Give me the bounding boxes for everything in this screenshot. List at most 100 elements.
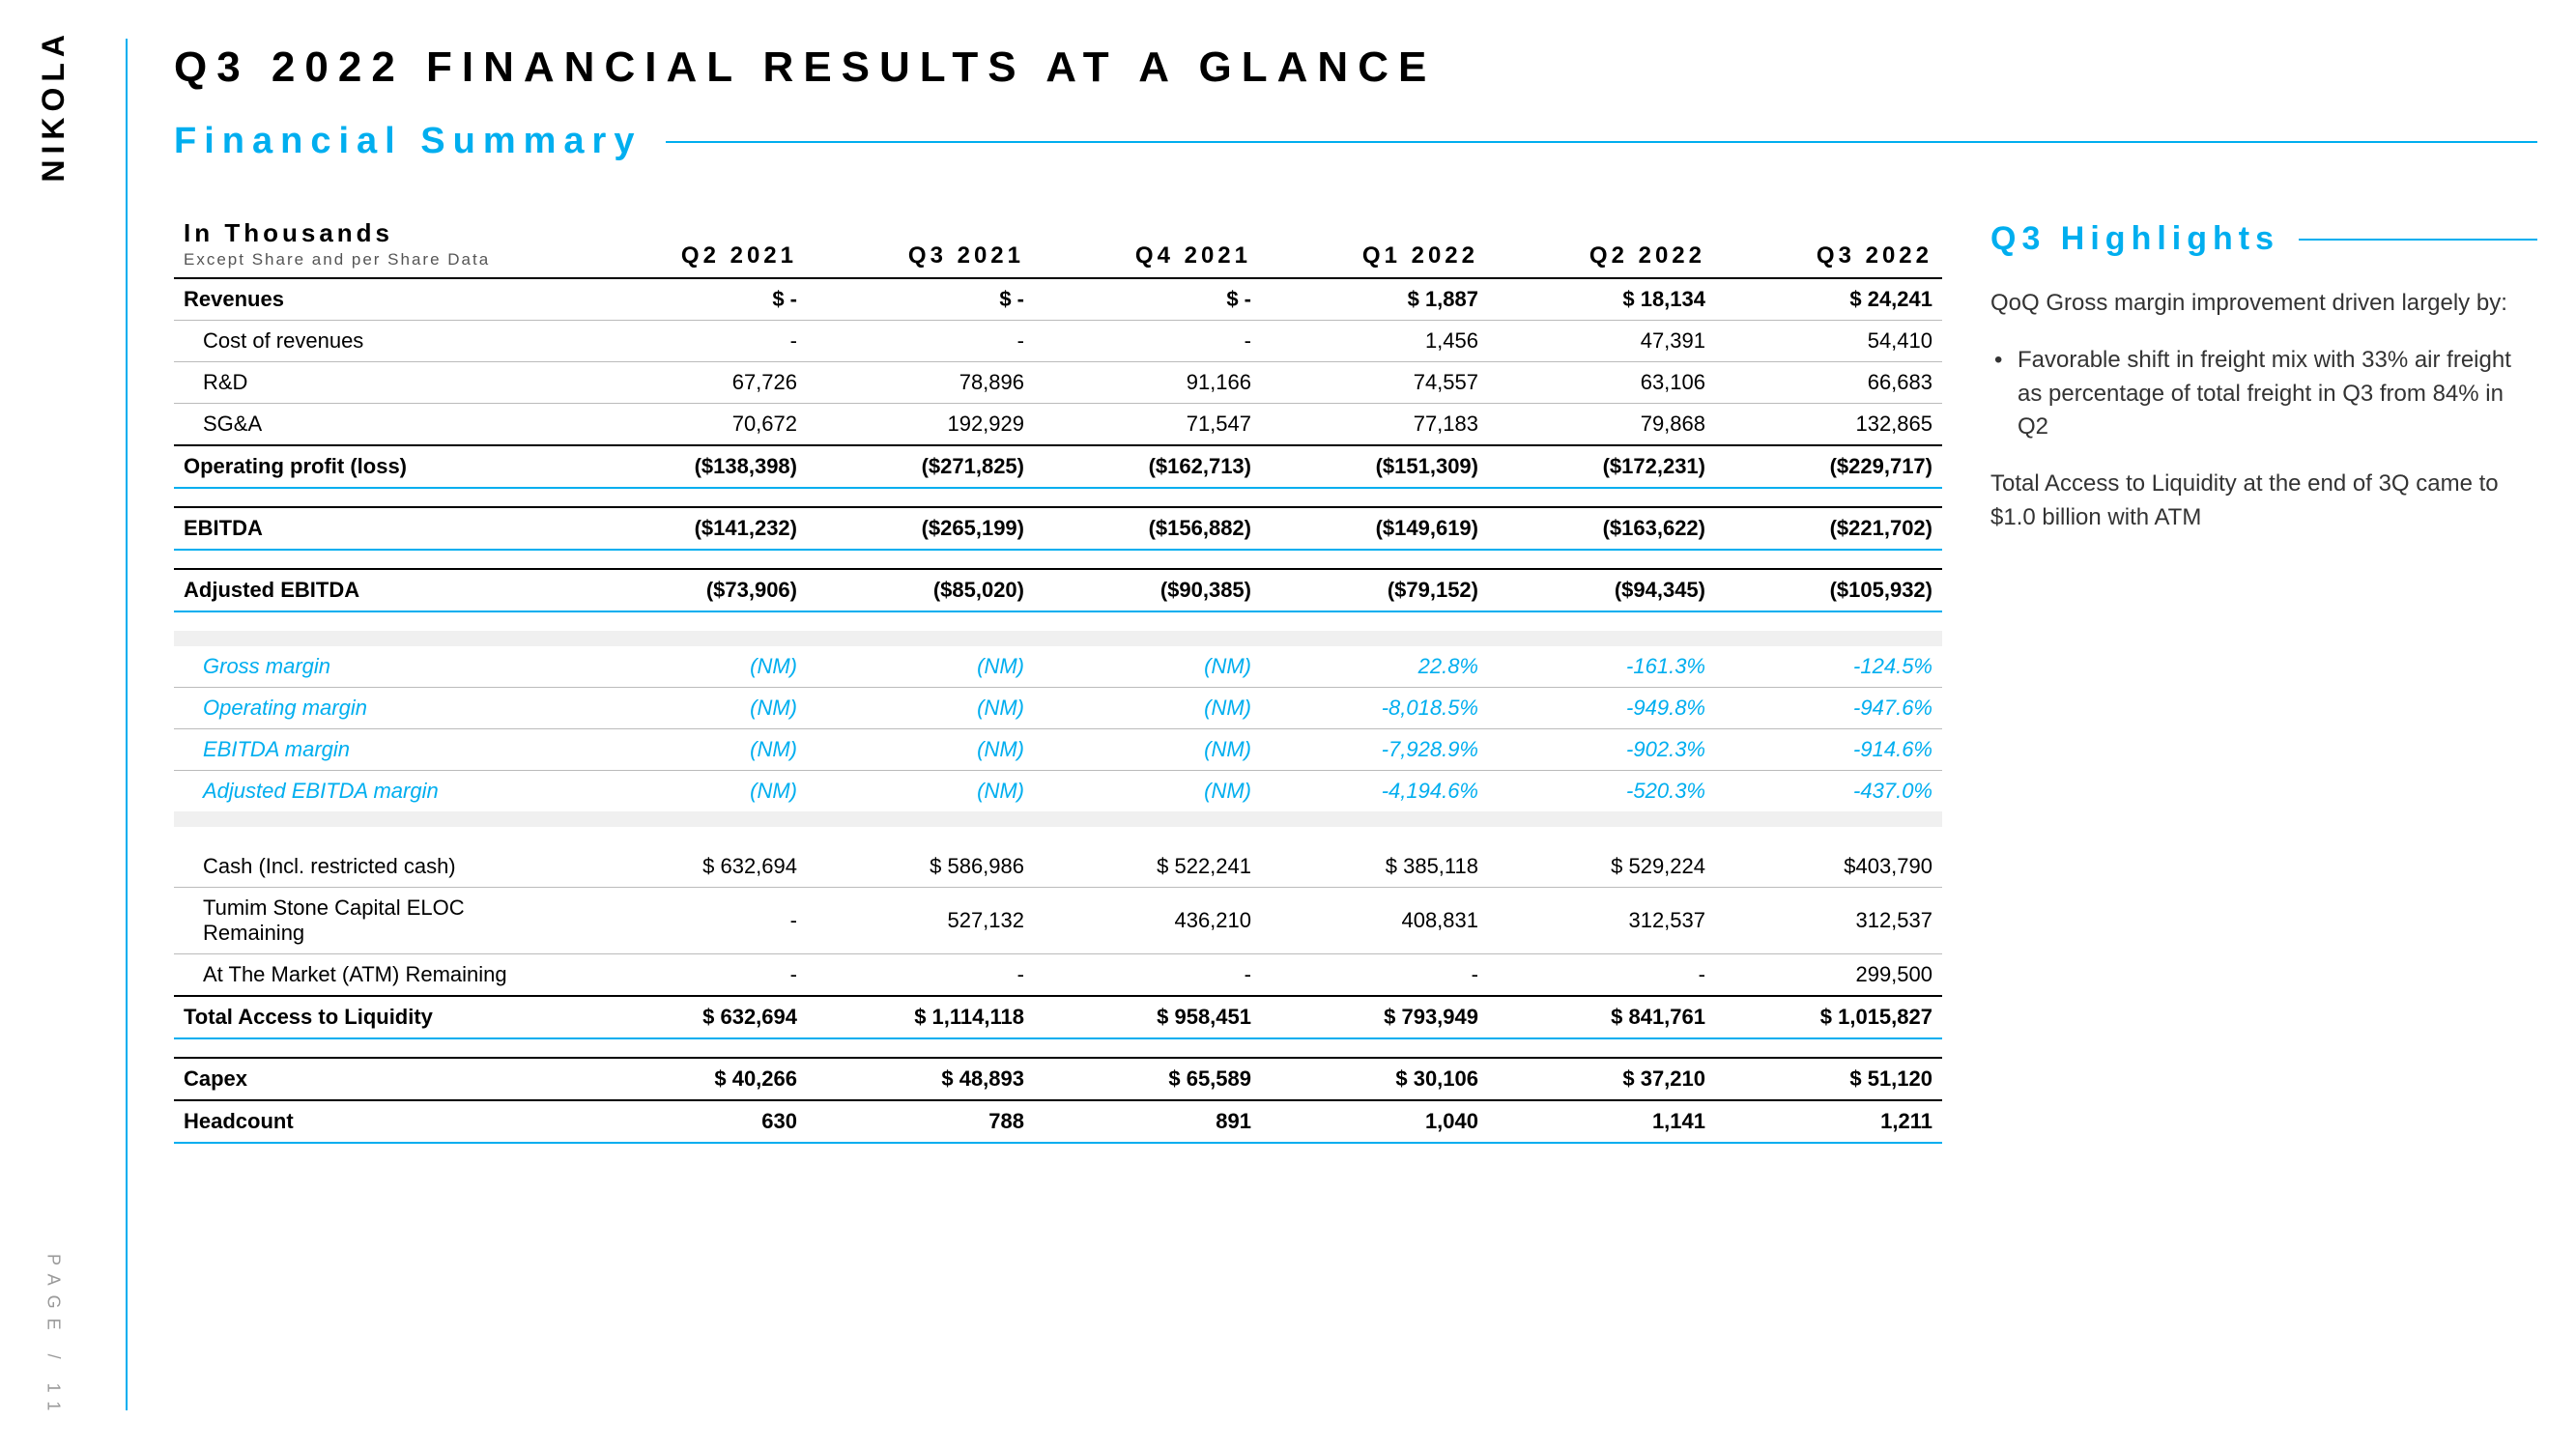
data-cell: ($138,398) [580, 445, 807, 488]
data-cell: 630 [580, 1100, 807, 1143]
data-cell: (NM) [807, 729, 1034, 771]
data-cell: $ 632,694 [580, 996, 807, 1038]
header-label-cell: In Thousands Except Share and per Share … [174, 211, 580, 278]
highlights-paragraph: Total Access to Liquidity at the end of … [1990, 468, 2537, 535]
data-cell: (NM) [1034, 646, 1261, 688]
data-cell: 74,557 [1261, 362, 1488, 404]
spacer-cell [174, 811, 1942, 827]
data-cell: $ - [580, 278, 807, 321]
data-cell: $ 529,224 [1488, 846, 1715, 888]
data-cell: 788 [807, 1100, 1034, 1143]
table-row [174, 811, 1942, 827]
row-label: Cost of revenues [174, 321, 580, 362]
data-cell: ($265,199) [807, 507, 1034, 550]
highlights-title: Q3 Highlights [1990, 220, 2279, 258]
data-cell: $ 632,694 [580, 846, 807, 888]
table-row: Adjusted EBITDA($73,906)($85,020)($90,38… [174, 569, 1942, 611]
data-cell: $ 51,120 [1715, 1058, 1942, 1100]
data-cell: ($105,932) [1715, 569, 1942, 611]
data-cell: ($221,702) [1715, 507, 1942, 550]
data-cell: $ - [807, 278, 1034, 321]
data-cell: 192,929 [807, 404, 1034, 446]
data-cell: (NM) [807, 688, 1034, 729]
highlights-rule [2299, 239, 2537, 241]
data-cell: 77,183 [1261, 404, 1488, 446]
table-row: Operating margin(NM)(NM)(NM)-8,018.5%-94… [174, 688, 1942, 729]
data-cell: $ - [1034, 278, 1261, 321]
data-cell: 1,141 [1488, 1100, 1715, 1143]
data-cell: 527,132 [807, 888, 1034, 954]
data-cell: -161.3% [1488, 646, 1715, 688]
data-cell: $ 65,589 [1034, 1058, 1261, 1100]
table-row: EBITDA($141,232)($265,199)($156,882)($14… [174, 507, 1942, 550]
data-cell: -124.5% [1715, 646, 1942, 688]
data-cell: ($163,622) [1488, 507, 1715, 550]
spacer-cell [174, 1038, 1942, 1058]
data-cell: $ 586,986 [807, 846, 1034, 888]
row-label: Capex [174, 1058, 580, 1100]
data-cell: $ 793,949 [1261, 996, 1488, 1038]
financial-table-container: In Thousands Except Share and per Share … [174, 211, 1942, 1144]
spacer-cell [174, 611, 1942, 631]
col-header: Q3 2022 [1715, 211, 1942, 278]
data-cell: -914.6% [1715, 729, 1942, 771]
highlights-list: Favorable shift in freight mix with 33% … [1990, 344, 2537, 444]
data-cell: ($162,713) [1034, 445, 1261, 488]
data-cell: - [807, 954, 1034, 997]
data-cell: 47,391 [1488, 321, 1715, 362]
row-label: Adjusted EBITDA margin [174, 771, 580, 812]
table-row [174, 827, 1942, 846]
spacer-cell [174, 550, 1942, 569]
data-cell: - [580, 321, 807, 362]
data-cell: ($151,309) [1261, 445, 1488, 488]
data-cell: 299,500 [1715, 954, 1942, 997]
data-cell: (NM) [1034, 771, 1261, 812]
data-cell: ($156,882) [1034, 507, 1261, 550]
row-label: Adjusted EBITDA [174, 569, 580, 611]
data-cell: 436,210 [1034, 888, 1261, 954]
data-cell: - [1488, 954, 1715, 997]
data-cell: 70,672 [580, 404, 807, 446]
data-cell: 63,106 [1488, 362, 1715, 404]
col-header: Q3 2021 [807, 211, 1034, 278]
data-cell: ($73,906) [580, 569, 807, 611]
data-cell: $ 1,015,827 [1715, 996, 1942, 1038]
subtitle-row: Financial Summary [174, 121, 2537, 162]
data-cell: 22.8% [1261, 646, 1488, 688]
col-header: Q2 2021 [580, 211, 807, 278]
page-title: Q3 2022 FINANCIAL RESULTS AT A GLANCE [174, 43, 2537, 92]
data-cell: ($229,717) [1715, 445, 1942, 488]
table-row [174, 1038, 1942, 1058]
page-number: PAGE / 11 [43, 1254, 64, 1420]
data-cell: $ 40,266 [580, 1058, 807, 1100]
data-cell: - [1034, 321, 1261, 362]
table-body: Revenues$ -$ -$ -$ 1,887$ 18,134$ 24,241… [174, 278, 1942, 1143]
row-label: Operating profit (loss) [174, 445, 580, 488]
data-cell: (NM) [580, 646, 807, 688]
slide-page: NIKOLA PAGE / 11 Q3 2022 FINANCIAL RESUL… [0, 0, 2576, 1449]
table-row [174, 550, 1942, 569]
highlights-bullet: Favorable shift in freight mix with 33% … [1990, 344, 2537, 444]
data-cell: $ 1,114,118 [807, 996, 1034, 1038]
data-cell: ($90,385) [1034, 569, 1261, 611]
data-cell: $ 958,451 [1034, 996, 1261, 1038]
row-label: Revenues [174, 278, 580, 321]
data-cell: 67,726 [580, 362, 807, 404]
spacer-cell [174, 488, 1942, 507]
data-cell: 71,547 [1034, 404, 1261, 446]
data-cell: $403,790 [1715, 846, 1942, 888]
data-cell: ($94,345) [1488, 569, 1715, 611]
table-row: Cost of revenues---1,45647,39154,410 [174, 321, 1942, 362]
highlights-paragraph: QoQ Gross margin improvement driven larg… [1990, 287, 2537, 321]
data-cell: 408,831 [1261, 888, 1488, 954]
left-rail: NIKOLA PAGE / 11 [0, 0, 106, 1449]
data-cell: - [580, 954, 807, 997]
data-cell: $ 841,761 [1488, 996, 1715, 1038]
table-row [174, 611, 1942, 631]
row-label: Tumim Stone Capital ELOC Remaining [174, 888, 580, 954]
data-cell: (NM) [807, 646, 1034, 688]
data-cell: -947.6% [1715, 688, 1942, 729]
spacer-cell [174, 631, 1942, 646]
data-cell: -520.3% [1488, 771, 1715, 812]
row-label: R&D [174, 362, 580, 404]
